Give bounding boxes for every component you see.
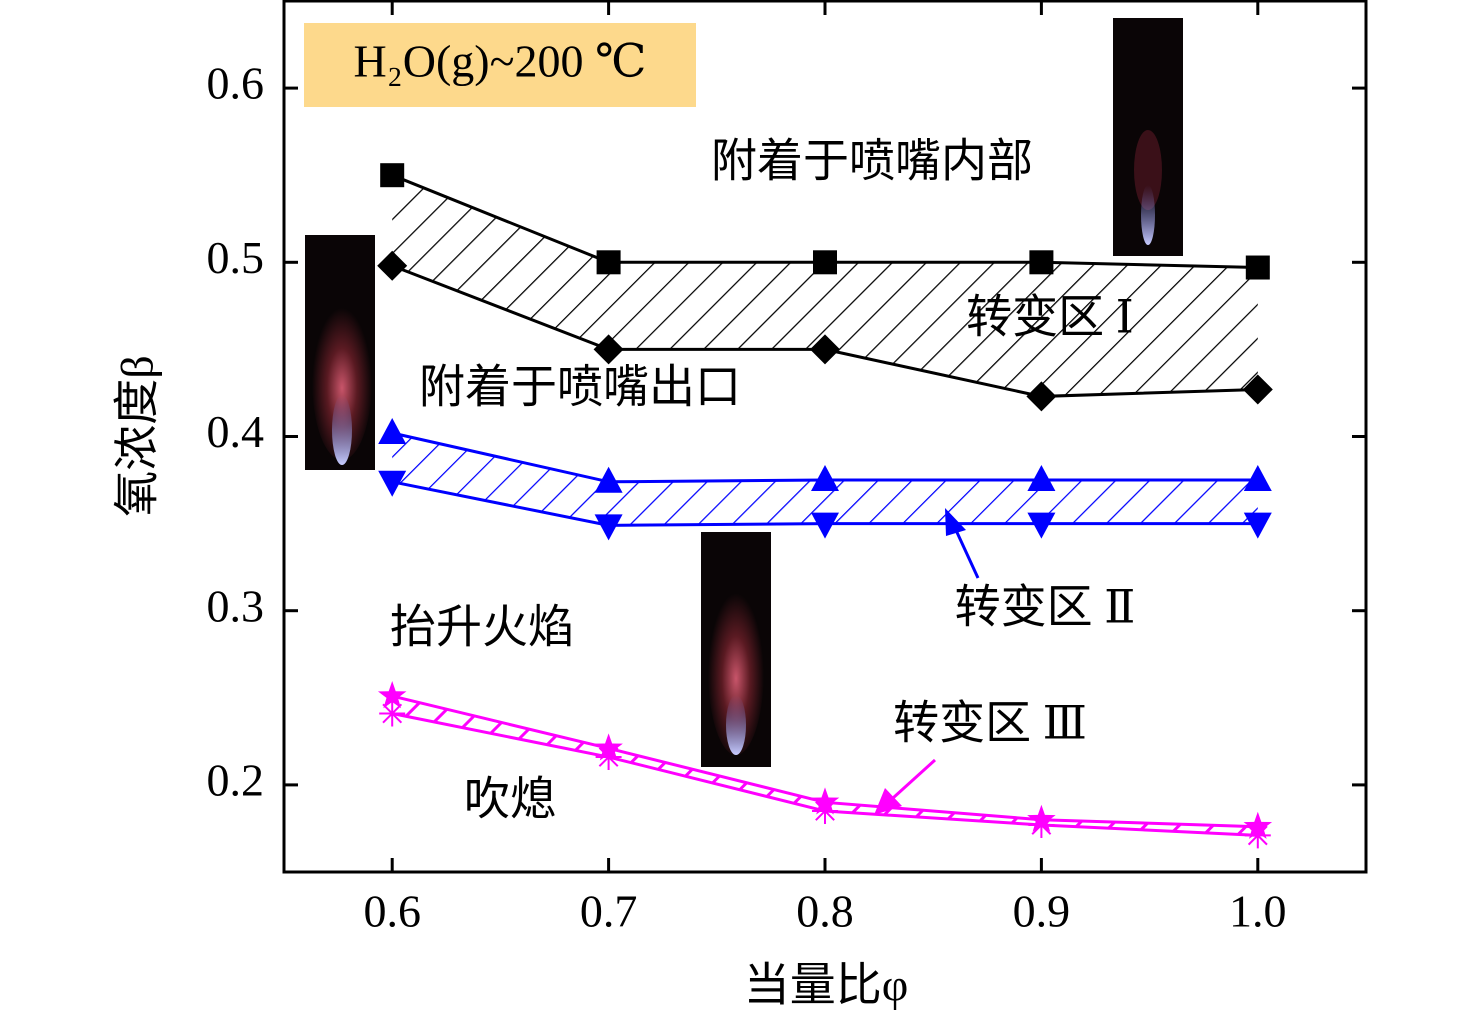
transition-label: 转变区 Ⅰ — [966, 292, 1134, 343]
point — [595, 744, 622, 771]
flame-photo — [701, 532, 771, 767]
transition-band — [392, 433, 1258, 526]
y-tick-label: 0.5 — [207, 232, 265, 283]
point — [1026, 381, 1057, 412]
y-tick-label: 0.6 — [207, 58, 265, 109]
region-label: 附着于喷嘴内部 — [711, 136, 1033, 187]
point — [1027, 512, 1056, 539]
point — [1242, 374, 1273, 405]
x-tick-label: 0.7 — [580, 886, 638, 937]
y-tick-label: 0.3 — [207, 580, 265, 631]
point — [812, 798, 838, 825]
point — [1244, 822, 1271, 849]
y-tick-label: 0.4 — [207, 406, 265, 457]
point — [1243, 512, 1272, 539]
point — [1243, 465, 1272, 492]
x-axis-label: 当量比φ — [744, 960, 909, 1011]
point — [1029, 250, 1054, 275]
point — [1027, 465, 1056, 492]
point — [379, 700, 406, 727]
point — [594, 466, 623, 493]
point — [378, 470, 407, 497]
region-label: 抬升火焰 — [390, 602, 574, 653]
point — [811, 465, 839, 492]
arrow — [874, 758, 937, 815]
point — [377, 250, 408, 281]
x-tick-label: 0.9 — [1013, 886, 1071, 937]
point — [1245, 255, 1270, 280]
plot-frame — [282, 0, 1368, 874]
transition-label: 转变区 Ⅱ — [955, 582, 1136, 633]
condition-box — [304, 23, 696, 107]
point — [378, 418, 407, 445]
x-tick-label: 0.6 — [363, 886, 421, 937]
arrow — [945, 508, 980, 579]
condition-label: H₂O(g)~200 ℃ — [354, 36, 647, 87]
region-label: 吹熄 — [464, 774, 556, 825]
y-axis-label: 氧浓度β — [112, 355, 163, 516]
x-tick-label: 1.0 — [1229, 886, 1287, 937]
y-tick-label: 0.2 — [207, 754, 265, 805]
transition-label: 转变区 Ⅲ — [893, 698, 1087, 749]
point — [594, 514, 623, 541]
point — [593, 334, 624, 365]
x-tick-label: 0.8 — [796, 886, 854, 937]
point — [810, 334, 840, 365]
point — [811, 512, 839, 539]
point — [377, 681, 407, 709]
point — [596, 250, 621, 275]
point — [380, 163, 405, 188]
flame-photo — [305, 235, 375, 470]
region-label: 附着于喷嘴出口 — [419, 362, 741, 413]
flame-photo — [1113, 18, 1183, 256]
point — [1028, 811, 1055, 838]
point — [813, 250, 837, 275]
